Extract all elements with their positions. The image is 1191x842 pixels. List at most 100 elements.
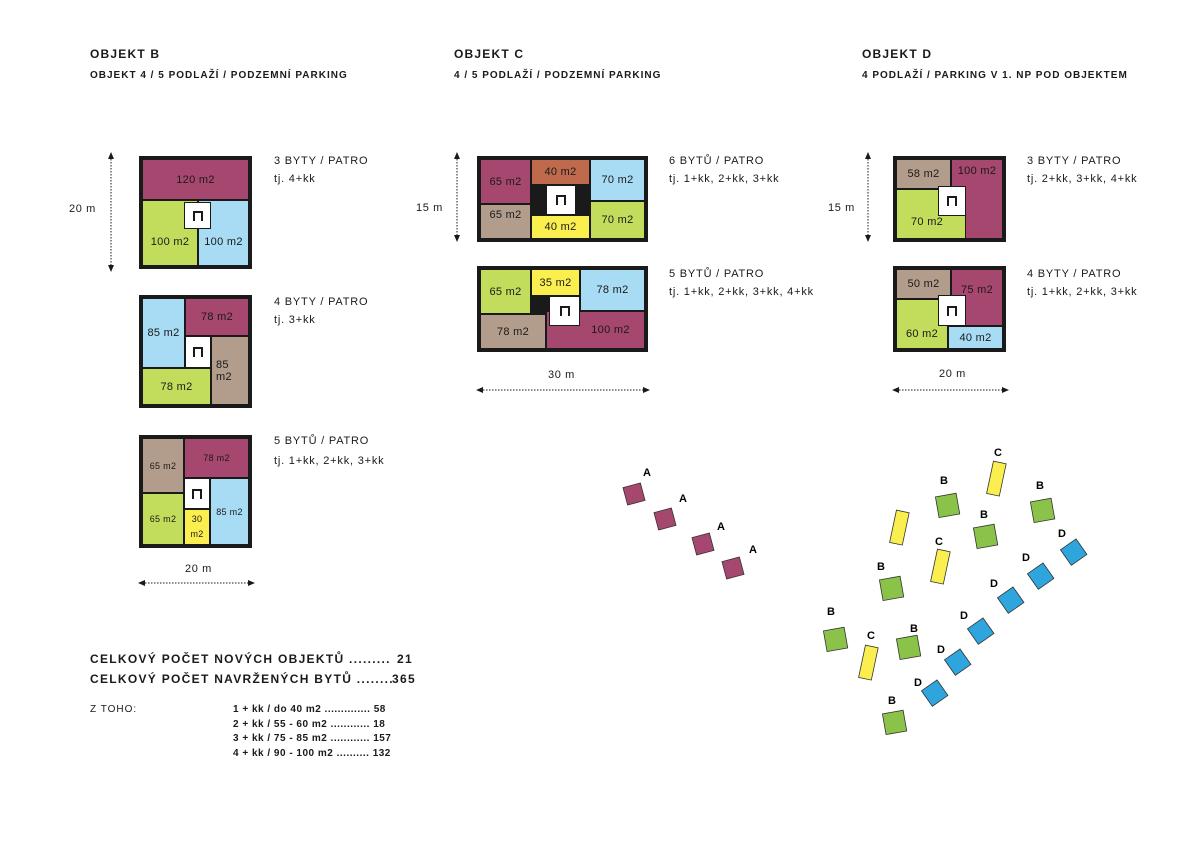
- site-label-d: D: [1058, 528, 1066, 540]
- site-label-d: D: [990, 578, 998, 590]
- apartment-78-top: 78 m2: [185, 298, 249, 336]
- objekt-d-height-dim-line: [865, 152, 871, 242]
- objekt-b-height-dim-line: [108, 152, 114, 272]
- site-label-b: B: [888, 695, 896, 707]
- breakdown-row: 2 + kk / 55 - 60 m2 ............ 18: [233, 718, 391, 733]
- apartment-30-unit: m2: [190, 529, 204, 539]
- building-d: D: [914, 677, 949, 707]
- staircase-icon: [938, 186, 966, 216]
- building-b: B: [895, 623, 922, 661]
- building-a: A: [622, 467, 651, 506]
- total-flats-label: CELKOVÝ POČET NAVRŽENÝCH BYTŮ ........: [90, 672, 394, 686]
- objekt-b-plan1-types: tj. 4+kk: [274, 173, 316, 185]
- site-label-c: C: [867, 630, 875, 642]
- apartment-40-top: 40 m2: [531, 159, 590, 185]
- objekt-b-plan2-types: tj. 3+kk: [274, 314, 316, 326]
- apartment-40-bottom: 40 m2: [531, 215, 590, 239]
- site-label-d: D: [1022, 552, 1030, 564]
- apartment-78: 78 m2: [184, 438, 249, 478]
- apartment-78-bottom: 78 m2: [142, 368, 211, 405]
- breakdown-label: Z TOHO:: [90, 704, 138, 715]
- objekt-b-width-dim: 20 m: [185, 563, 212, 575]
- breakdown-list: 1 + kk / do 40 m2 .............. 58 2 + …: [233, 703, 391, 761]
- building-b: B: [934, 475, 961, 519]
- apartment-65: 65 m2: [480, 269, 531, 314]
- site-plan: A A A A B B B B B B B C C C D D D D D D: [622, 447, 1088, 736]
- staircase-icon: [184, 478, 210, 509]
- building-a: A: [721, 544, 757, 580]
- building-a: A: [691, 521, 725, 556]
- site-label-b: B: [940, 475, 948, 487]
- objekt-d-width-dim-line: [892, 387, 1009, 393]
- building-b: B: [1029, 480, 1056, 524]
- apartment-120: 120 m2: [142, 159, 249, 200]
- apartment-70-top: 70 m2: [590, 159, 645, 201]
- building-c: C: [930, 536, 951, 585]
- breakdown-row-label: 4 + kk / 90 - 100 m2 ..........: [233, 747, 370, 759]
- objekt-c-plan2-desc: 5 BYTŮ / PATRO: [669, 268, 765, 280]
- apartment-70-bottom: 70 m2: [590, 201, 645, 239]
- staircase-icon: [549, 296, 580, 326]
- objekt-b-plan3-types: tj. 1+kk, 2+kk, 3+kk: [274, 455, 385, 467]
- breakdown-row: 1 + kk / do 40 m2 .............. 58: [233, 703, 391, 718]
- apartment-65-bottom: 65 m2: [142, 493, 184, 545]
- total-objects-value: 21: [397, 652, 413, 666]
- objekt-b-subtitle: OBJEKT 4 / 5 PODLAŽÍ / PODZEMNÍ PARKING: [90, 70, 348, 81]
- objekt-b-title: OBJEKT B: [90, 47, 161, 61]
- site-label-c: C: [994, 447, 1002, 459]
- site-label-d: D: [937, 644, 945, 656]
- breakdown-row: 4 + kk / 90 - 100 m2 .......... 132: [233, 747, 391, 762]
- building-d: D: [937, 644, 972, 676]
- site-label-c: C: [935, 536, 943, 548]
- breakdown-row-label: 2 + kk / 55 - 60 m2 ............: [233, 718, 370, 730]
- apartment-65-bottom: 65 m2: [480, 204, 531, 239]
- breakdown-row-value: 132: [372, 747, 391, 759]
- site-label-a: A: [679, 493, 687, 505]
- building-c: [889, 509, 910, 546]
- building-b: B: [822, 606, 849, 653]
- apartment-35: 35 m2: [531, 269, 580, 296]
- breakdown-row-label: 1 + kk / do 40 m2 ..............: [233, 704, 371, 715]
- objekt-d-plan-3-byty: 58 m2 100 m2 70 m2: [893, 156, 1006, 242]
- breakdown-row: 3 + kk / 75 - 85 m2 ............ 157: [233, 732, 391, 747]
- building-b: B: [877, 561, 905, 602]
- objekt-d-title: OBJEKT D: [862, 47, 933, 61]
- apartment-50: 50 m2: [896, 269, 951, 299]
- objekt-b-plan-5-bytu: 65 m2 78 m2 65 m2 30 m2 85 m2: [139, 435, 252, 548]
- site-label-a: A: [717, 521, 725, 533]
- objekt-c-plan1-desc: 6 BYTŮ / PATRO: [669, 155, 765, 167]
- objekt-c-title: OBJEKT C: [454, 47, 525, 61]
- apartment-58: 58 m2: [896, 159, 951, 189]
- building-c: C: [858, 630, 879, 681]
- objekt-d-subtitle: 4 PODLAŽÍ / PARKING V 1. NP POD OBJEKTEM: [862, 70, 1128, 81]
- total-flats-value: 365: [392, 672, 416, 686]
- objekt-d-plan2-types: tj. 1+kk, 2+kk, 3+kk: [1027, 286, 1138, 298]
- objekt-b-width-dim-line: [138, 580, 255, 586]
- objekt-c-plan2-types: tj. 1+kk, 2+kk, 3+kk, 4+kk: [669, 286, 814, 298]
- staircase-icon: [185, 336, 211, 368]
- objekt-d-height-dim: 15 m: [828, 202, 855, 214]
- objekt-b-plan1-desc: 3 BYTY / PATRO: [274, 155, 369, 167]
- apartment-78-right: 78 m2: [580, 269, 645, 311]
- total-objects-label: CELKOVÝ POČET NOVÝCH OBJEKTŮ .........: [90, 652, 391, 666]
- apartment-78-left: 78 m2: [480, 314, 546, 349]
- objekt-c-plan-5-bytu: 65 m2 35 m2 78 m2 78 m2 100 m2: [477, 266, 648, 352]
- apartment-85-right: 85 m2: [211, 336, 249, 405]
- breakdown-row-value: 18: [373, 718, 386, 730]
- apartment-40: 40 m2: [948, 326, 1003, 349]
- objekt-c-subtitle: 4 / 5 PODLAŽÍ / PODZEMNÍ PARKING: [454, 70, 662, 81]
- objekt-d-plan2-desc: 4 BYTY / PATRO: [1027, 268, 1122, 280]
- staircase-icon: [184, 202, 211, 229]
- apartment-65-top: 65 m2: [480, 159, 531, 204]
- building-d: D: [990, 578, 1025, 614]
- objekt-c-plan-6-bytu: 65 m2 40 m2 70 m2 65 m2 40 m2 70 m2: [477, 156, 648, 242]
- staircase-icon: [938, 295, 966, 326]
- apartment-30: 30 m2: [184, 509, 210, 545]
- objekt-c-width-dim-line: [476, 387, 650, 393]
- apartment-85: 85 m2: [210, 478, 249, 545]
- objekt-b-height-dim: 20 m: [69, 203, 96, 215]
- building-d: D: [1022, 552, 1055, 590]
- apartment-30-value: 30: [191, 514, 203, 524]
- staircase-icon: [546, 185, 576, 215]
- building-c: C: [986, 447, 1007, 497]
